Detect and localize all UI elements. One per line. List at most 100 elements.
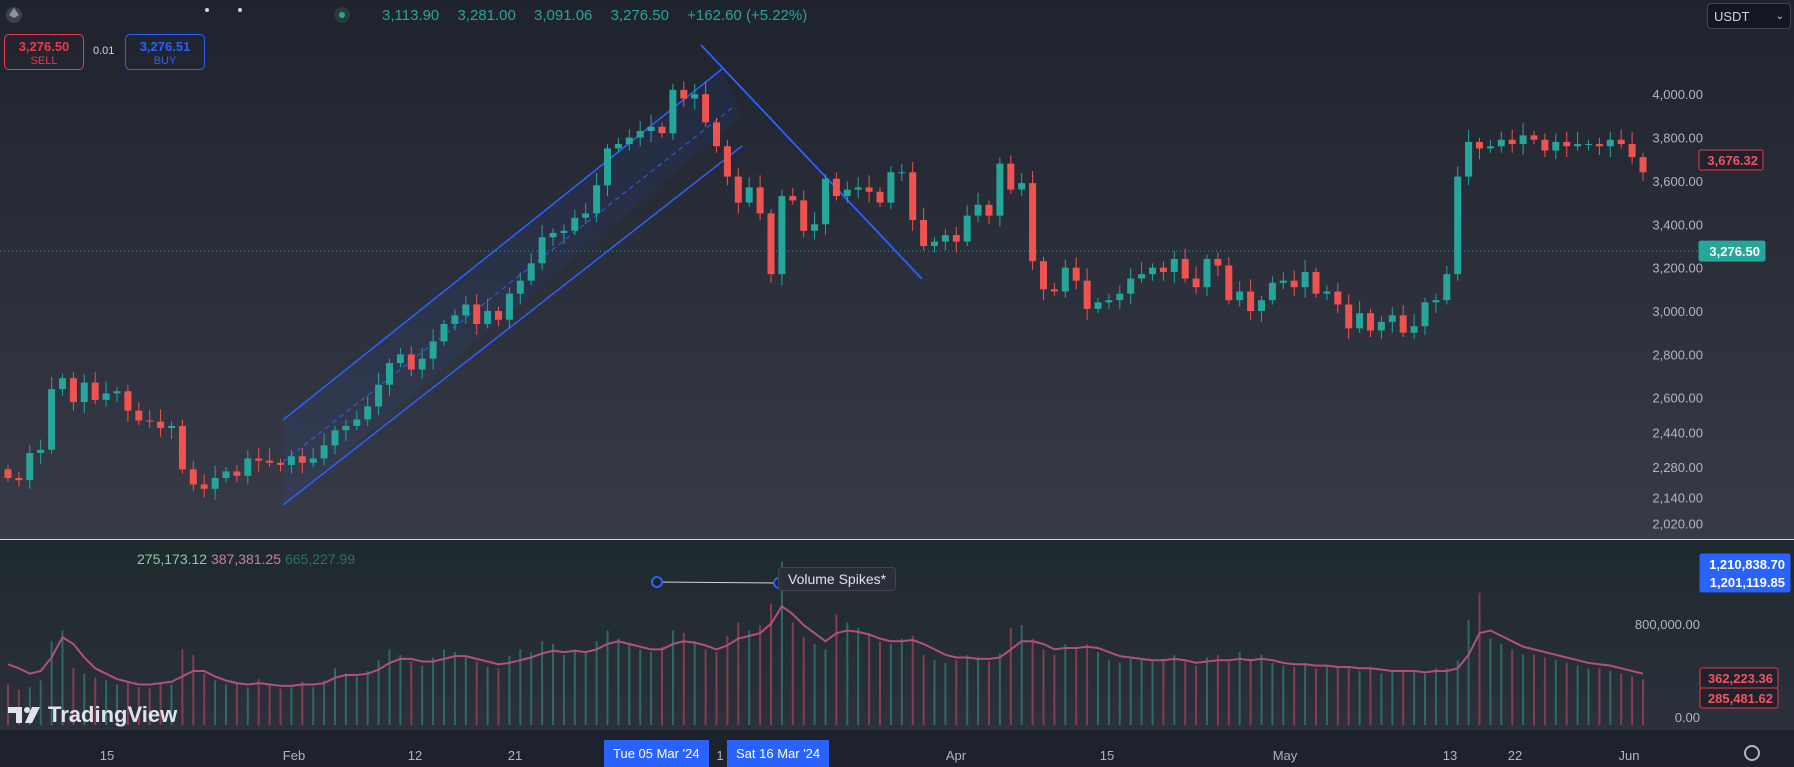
price-axis-tick-label: 3,600.00 xyxy=(1652,174,1703,189)
candle-body xyxy=(342,425,350,431)
candle-body xyxy=(560,230,568,233)
candle-body xyxy=(1181,258,1189,279)
volume-bar xyxy=(889,644,892,725)
volume-bar xyxy=(791,622,794,725)
volume-bar xyxy=(998,653,1001,725)
candle-body xyxy=(1617,139,1625,145)
candle-body xyxy=(1334,291,1342,305)
volume-bar xyxy=(170,684,173,725)
candle-body xyxy=(1236,291,1244,301)
candle-body xyxy=(331,430,339,446)
candle-body xyxy=(549,232,557,238)
volume-bar xyxy=(770,603,772,725)
candle-body xyxy=(1541,139,1549,151)
volume-bar xyxy=(628,644,631,725)
volume-bar xyxy=(421,665,424,725)
candle-body xyxy=(211,477,219,489)
price-axis-tick-label: 3,000.00 xyxy=(1652,304,1703,319)
candle-body xyxy=(941,235,949,242)
volume-bar xyxy=(388,649,391,725)
volume-bar xyxy=(355,676,358,725)
volume-spikes-label[interactable]: Volume Spikes* xyxy=(778,567,897,591)
volume-bar xyxy=(366,671,369,725)
candle-body xyxy=(593,185,601,214)
candle-body xyxy=(1290,280,1298,288)
candle-body xyxy=(1552,141,1560,151)
candle-body xyxy=(1018,183,1026,190)
volume-ma-label: 362,223.36 xyxy=(1708,671,1773,686)
candle-body xyxy=(1563,141,1571,147)
volume-value-up: 275,173.12 xyxy=(137,551,208,567)
volume-bar xyxy=(966,654,969,725)
volume-bar xyxy=(1642,679,1644,725)
time-axis-tick-label: 15 xyxy=(1100,748,1114,763)
sell-button[interactable]: 3,276.50 SELL xyxy=(4,34,84,70)
candle-body xyxy=(4,469,12,478)
watermark-text: TradingView xyxy=(48,702,178,727)
crosshair-date-label: Tue 05 Mar '24 xyxy=(604,740,709,767)
volume-bar xyxy=(1543,657,1546,725)
candle-body xyxy=(691,94,699,99)
candle-body xyxy=(178,425,186,470)
volume-bar xyxy=(1227,661,1230,725)
volume-value-ma: 387,381.25 xyxy=(210,551,282,567)
candle-body xyxy=(364,406,372,420)
market-status-icon[interactable] xyxy=(334,7,350,23)
candle-body xyxy=(822,178,829,225)
volume-bar xyxy=(704,649,707,725)
volume-bar xyxy=(159,683,162,725)
candle-body xyxy=(800,200,808,231)
volume-bar xyxy=(1565,662,1568,725)
volume-bar xyxy=(1064,644,1067,725)
volume-pane-background xyxy=(0,540,1794,730)
buy-button[interactable]: 3,276.51 BUY xyxy=(125,34,205,70)
volume-bar xyxy=(137,687,140,725)
candle-body xyxy=(876,191,884,203)
volume-bar xyxy=(39,680,42,725)
volume-bar xyxy=(1434,668,1437,725)
candle-body xyxy=(168,425,175,429)
price-axis-tick-label: 2,280.00 xyxy=(1652,460,1703,475)
volume-bar xyxy=(1478,592,1481,725)
volume-bar xyxy=(671,630,674,725)
volume-bar xyxy=(933,660,936,725)
volume-bar xyxy=(377,660,380,725)
candle-body xyxy=(1279,280,1287,283)
tradingview-logo-icon xyxy=(8,707,40,723)
volume-bar xyxy=(900,638,903,725)
volume-bar xyxy=(1009,627,1012,725)
volume-bar xyxy=(1129,657,1132,725)
volume-bar xyxy=(552,644,554,725)
tradingview-logo[interactable]: TradingView xyxy=(8,702,177,728)
candle-body xyxy=(931,241,938,246)
last-price-label-box xyxy=(1698,149,1764,171)
settings-icon[interactable] xyxy=(1744,745,1760,761)
volume-bar xyxy=(988,661,990,725)
volume-bar xyxy=(1598,668,1601,725)
candle-body xyxy=(604,148,611,186)
candle-body xyxy=(1203,258,1211,288)
volume-bar xyxy=(497,668,500,725)
candle-body xyxy=(1301,271,1309,288)
currency-select[interactable]: USDT ⌄ xyxy=(1707,3,1791,29)
candle-body xyxy=(832,178,840,197)
current-price-label: 3,276.50 xyxy=(1709,244,1760,259)
volume-bar xyxy=(50,641,53,725)
volume-bar xyxy=(1522,654,1525,725)
volume-bar xyxy=(519,649,522,725)
candle-body xyxy=(440,324,448,342)
volume-bar xyxy=(126,681,129,725)
volume-bar xyxy=(1456,660,1459,725)
volume-bar xyxy=(595,641,598,725)
candle-body xyxy=(996,163,1004,216)
candle-body xyxy=(1214,258,1222,266)
candle-body xyxy=(353,419,361,426)
candle-body xyxy=(713,122,720,147)
candle-body xyxy=(952,235,960,242)
volume-bar xyxy=(1402,669,1405,725)
candle-body xyxy=(287,456,295,465)
volume-bar xyxy=(726,635,729,725)
candle-body xyxy=(865,187,873,192)
symbol-logo-icon[interactable] xyxy=(4,5,24,25)
